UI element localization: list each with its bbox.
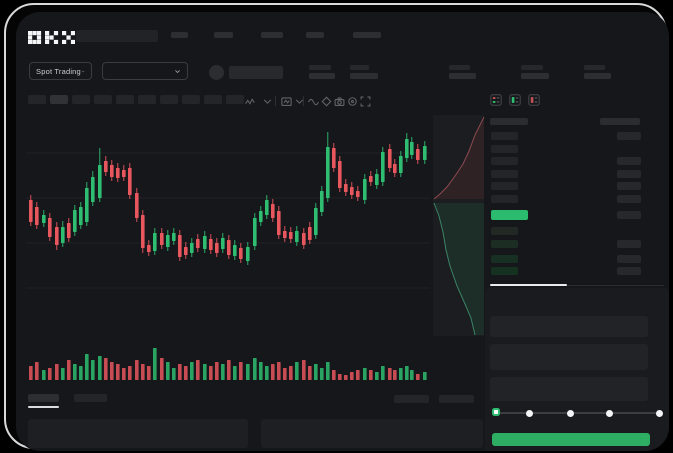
bid-row-price-0[interactable] <box>491 227 518 235</box>
bid-row-price-3[interactable] <box>491 267 518 275</box>
ask-row-price-5[interactable] <box>491 194 518 203</box>
ticker-stat-value-4 <box>584 73 611 79</box>
bottom-tab-underline <box>28 406 59 408</box>
slider-step-2[interactable] <box>605 409 613 417</box>
bid-row-size-2[interactable] <box>617 254 641 263</box>
timeframe-button-1[interactable] <box>50 95 68 104</box>
top-nav-item-2[interactable] <box>261 32 283 38</box>
timeframe-button-8[interactable] <box>204 95 222 104</box>
ask-row-price-0[interactable] <box>491 132 518 140</box>
top-nav-item-3[interactable] <box>306 32 324 38</box>
bottom-tab-0[interactable] <box>28 394 59 402</box>
bid-row-price-2[interactable] <box>491 254 518 263</box>
slider-step-0[interactable] <box>525 409 533 417</box>
market-type-dropdown[interactable]: Spot Trading <box>29 62 92 80</box>
tab-active-indicator <box>490 284 567 286</box>
timeframe-button-9[interactable] <box>226 95 244 104</box>
toolbar-divider <box>275 96 276 106</box>
chevron-down-icon[interactable] <box>294 96 305 107</box>
chevron-down-icon <box>175 69 180 73</box>
candlestick-chart <box>26 115 485 380</box>
ask-row-size-4[interactable] <box>617 182 641 190</box>
ticker-stat-label-4 <box>584 65 605 70</box>
ask-row-size-5[interactable] <box>617 194 641 203</box>
ask-row-size-2[interactable] <box>617 157 641 165</box>
ask-row-price-2[interactable] <box>491 157 518 165</box>
top-nav-item-4[interactable] <box>353 32 381 38</box>
top-nav-item-0[interactable] <box>171 32 188 38</box>
camera-icon[interactable] <box>334 96 345 107</box>
toolbar-divider <box>303 96 304 106</box>
buy-submit-button[interactable] <box>492 433 650 446</box>
ticker-stat-value-2 <box>449 73 476 79</box>
tag-tool-icon[interactable] <box>321 96 332 107</box>
book-asks-icon[interactable] <box>528 94 540 106</box>
timeframe-button-0[interactable] <box>28 95 46 104</box>
ask-row-price-4[interactable] <box>491 182 518 190</box>
bottom-panel-1 <box>261 419 483 448</box>
pair-dropdown[interactable] <box>102 62 188 80</box>
ticker-stat-label-3 <box>521 65 543 70</box>
timeframe-button-3[interactable] <box>94 95 112 104</box>
ask-row-size-0[interactable] <box>617 132 641 140</box>
bottom-panel-0 <box>28 419 248 448</box>
ask-row-size-3[interactable] <box>617 169 641 178</box>
device-frame: Spot Trading Buy <box>4 3 669 451</box>
slider-step-1[interactable] <box>566 409 574 417</box>
fullscreen-icon[interactable] <box>360 96 371 107</box>
ticker-stat-label-1 <box>350 65 369 70</box>
bottom-tab-1[interactable] <box>74 394 107 402</box>
timeframe-button-5[interactable] <box>138 95 156 104</box>
chevron-down-icon[interactable] <box>262 96 273 107</box>
bid-row-price-1[interactable] <box>491 239 518 248</box>
indicators-icon[interactable] <box>281 96 292 107</box>
timeframe-button-4[interactable] <box>116 95 134 104</box>
bottom-right-item-0[interactable] <box>394 395 429 403</box>
mid-price-bar[interactable] <box>491 210 528 220</box>
trade-field-1[interactable] <box>490 344 648 370</box>
ask-row-price-1[interactable] <box>491 144 518 153</box>
pair-name-placeholder <box>229 66 283 79</box>
trade-field-2[interactable] <box>490 377 648 401</box>
slider-track[interactable] <box>495 412 660 414</box>
ticker-stat-label-0 <box>309 65 331 70</box>
search-input[interactable] <box>76 30 158 42</box>
slider-step-3[interactable] <box>655 409 663 417</box>
target-icon[interactable] <box>347 96 358 107</box>
top-nav-item-1[interactable] <box>214 32 233 38</box>
timeframe-button-2[interactable] <box>72 95 90 104</box>
ticker-stat-value-3 <box>521 73 549 79</box>
mid-price-size <box>617 211 641 219</box>
coin-avatar <box>209 65 224 80</box>
app-window: Spot Trading Buy <box>16 12 669 451</box>
okx-logo <box>28 31 75 44</box>
wave-tool-icon[interactable] <box>308 96 319 107</box>
book-bids-icon[interactable] <box>509 94 521 106</box>
ticker-stat-value-0 <box>309 73 335 79</box>
orderbook-header-left <box>490 118 528 125</box>
bottom-right-item-1[interactable] <box>439 395 474 403</box>
bid-row-size-1[interactable] <box>617 239 641 248</box>
tab-divider <box>490 285 664 286</box>
book-combined-icon[interactable] <box>490 94 502 106</box>
slider-handle[interactable] <box>492 408 500 416</box>
ask-row-price-3[interactable] <box>491 169 518 178</box>
timeframe-button-7[interactable] <box>182 95 200 104</box>
bid-row-size-3[interactable] <box>617 267 641 275</box>
candle-type-icon[interactable] <box>245 96 256 107</box>
chevron-down-icon <box>81 70 85 72</box>
ticker-stat-value-1 <box>350 73 378 79</box>
market-type-label: Spot Trading <box>36 66 81 76</box>
timeframe-button-6[interactable] <box>160 95 178 104</box>
trade-field-0[interactable] <box>490 316 648 337</box>
orderbook-header-right <box>600 118 640 125</box>
ticker-stat-label-2 <box>449 65 470 70</box>
